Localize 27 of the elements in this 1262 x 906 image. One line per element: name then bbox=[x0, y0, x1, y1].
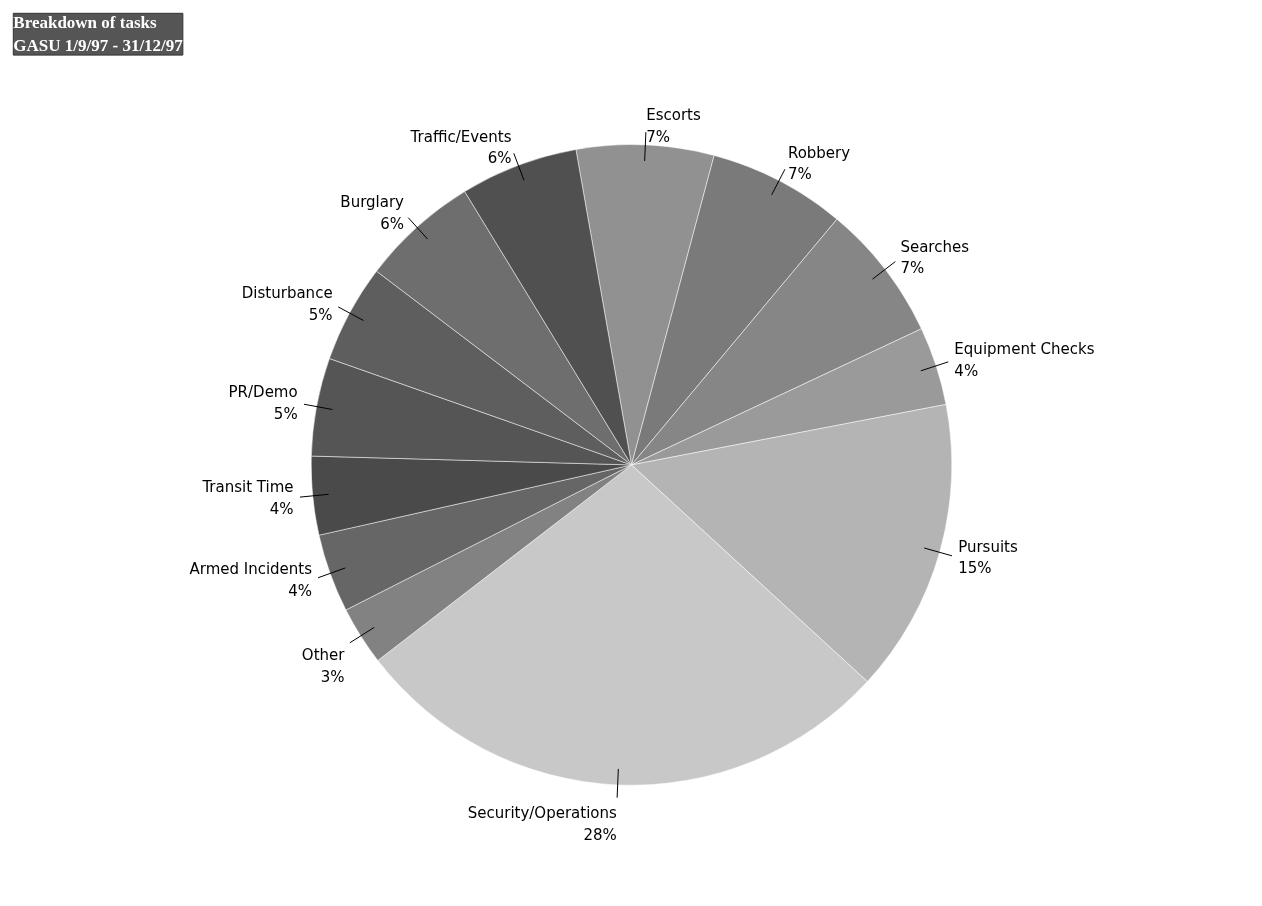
slice-label: Robbery bbox=[787, 143, 851, 162]
data-label: 5% bbox=[273, 404, 298, 423]
data-label: 4% bbox=[269, 499, 294, 518]
chart-title: Breakdown of tasks GASU 1/9/97 - 31/12/97 bbox=[13, 13, 184, 56]
slice-label: Equipment Checks bbox=[954, 340, 1095, 359]
data-label: 4% bbox=[288, 581, 313, 600]
slice-label: Security/Operations bbox=[467, 804, 618, 823]
slice-label: Other bbox=[301, 646, 346, 665]
data-label: 28% bbox=[583, 825, 617, 844]
slice-label: Traffic/Events bbox=[409, 127, 512, 146]
data-label: 3% bbox=[320, 667, 345, 686]
slice-label: PR/Demo bbox=[228, 383, 298, 402]
slice-label: Escorts bbox=[646, 105, 701, 124]
slice-label: Pursuits bbox=[958, 537, 1018, 556]
data-label: 6% bbox=[487, 149, 512, 168]
data-label: 15% bbox=[958, 559, 992, 578]
slice-label: Transit Time bbox=[201, 477, 294, 496]
data-label: 6% bbox=[380, 214, 404, 233]
data-label: 5% bbox=[308, 305, 333, 324]
slice-label: Searches bbox=[900, 237, 970, 256]
slice-label: Disturbance bbox=[241, 284, 333, 303]
data-label: 7% bbox=[787, 165, 812, 184]
slice-label: Armed Incidents bbox=[189, 560, 313, 579]
data-label: 7% bbox=[646, 127, 670, 146]
data-label: 7% bbox=[900, 259, 925, 278]
data-label: 4% bbox=[954, 361, 979, 380]
slice-label: Burglary bbox=[340, 193, 405, 212]
